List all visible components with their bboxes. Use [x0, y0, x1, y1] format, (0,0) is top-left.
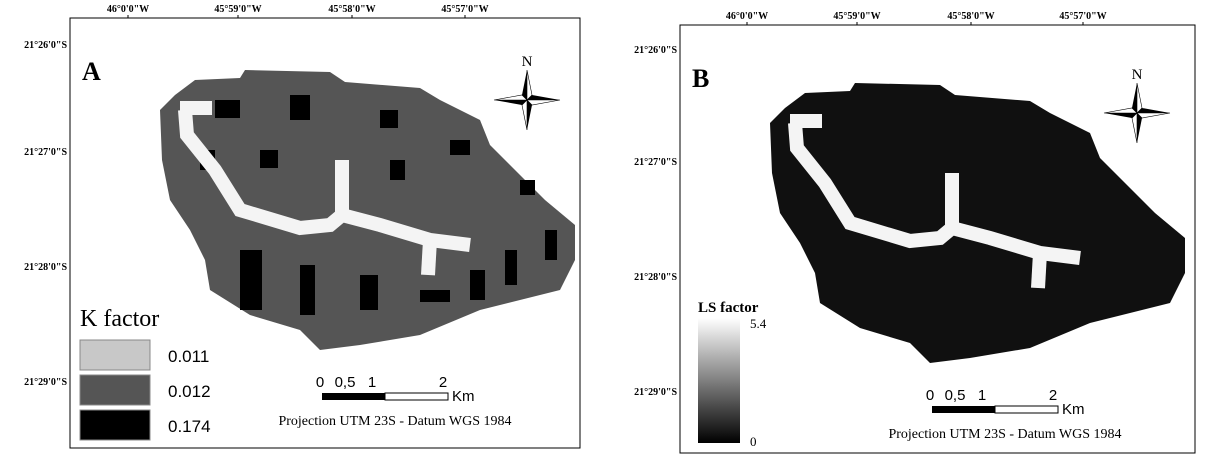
map-panel: 46°0'0"W 45°59'0"W 45°58'0"W 45°57'0"W 21°26…	[634, 11, 1195, 453]
projection-note: Projection UTM 23S - Datum WGS 1984	[278, 414, 511, 429]
scale-label: 1	[368, 374, 376, 391]
soil-patch	[545, 230, 557, 260]
scale-label: 0,5	[945, 387, 966, 404]
scale-label: 1	[978, 387, 986, 404]
scale-bar-white	[995, 406, 1058, 413]
soil-patch	[420, 290, 450, 302]
latitude-label: 21°27'0"S	[634, 157, 677, 168]
scale-unit: Km	[452, 388, 475, 405]
legend-swatch	[80, 375, 150, 405]
soil-patch	[470, 270, 485, 300]
page: {"panels": [ {"label": "A", "lon_labels"…	[0, 0, 1207, 454]
panel-letter: B	[692, 64, 709, 93]
longitude-label: 46°0'0"W	[726, 11, 768, 22]
legend-label: 0.174	[168, 417, 211, 436]
legend-min: 0	[750, 434, 757, 449]
scale-label: 0	[926, 387, 934, 404]
legend-label: 0.011	[168, 347, 209, 366]
north-label: N	[1132, 67, 1143, 83]
legend-ramp	[698, 318, 740, 443]
soil-patch	[215, 100, 240, 118]
longitude-label: 45°58'0"W	[328, 4, 375, 15]
figure: 46°0'0"W 45°59'0"W 45°58'0"W 45°57'0"W 21°26…	[0, 0, 1207, 454]
soil-patch	[290, 95, 310, 120]
soil-patch	[360, 275, 378, 310]
latitude-label: 21°29'0"S	[24, 377, 67, 388]
longitude-label: 45°59'0"W	[833, 11, 880, 22]
north-label: N	[522, 54, 533, 70]
soil-patch	[450, 140, 470, 155]
scale-bar-black	[322, 393, 385, 400]
latitude-label: 21°28'0"S	[634, 272, 677, 283]
soil-patch	[240, 250, 262, 310]
legend-title: LS factor	[698, 300, 759, 316]
scale-label: 0,5	[335, 374, 356, 391]
map-panel: 46°0'0"W 45°59'0"W 45°58'0"W 45°57'0"W 21°26…	[24, 4, 580, 448]
scale-label: 2	[439, 374, 447, 391]
longitude-label: 45°59'0"W	[214, 4, 261, 15]
longitude-label: 46°0'0"W	[107, 4, 149, 15]
legend-title: K factor	[80, 306, 159, 332]
legend-swatch	[80, 340, 150, 370]
projection-note: Projection UTM 23S - Datum WGS 1984	[888, 427, 1121, 442]
soil-patch	[505, 250, 517, 285]
soil-patch	[390, 160, 405, 180]
latitude-label: 21°27'0"S	[24, 147, 67, 158]
longitude-label: 45°58'0"W	[947, 11, 994, 22]
longitude-label: 45°57'0"W	[1059, 11, 1106, 22]
longitude-label: 45°57'0"W	[441, 4, 488, 15]
scale-bar-black	[932, 406, 995, 413]
latitude-label: 21°26'0"S	[634, 45, 677, 56]
latitude-label: 21°29'0"S	[634, 387, 677, 398]
soil-patch	[300, 265, 315, 315]
soil-patch	[380, 110, 398, 128]
panel-letter: A	[82, 57, 101, 86]
scale-bar-white	[385, 393, 448, 400]
legend-label: 0.012	[168, 382, 211, 401]
latitude-label: 21°28'0"S	[24, 262, 67, 273]
soil-patch	[260, 150, 278, 168]
latitude-label: 21°26'0"S	[24, 40, 67, 51]
river	[1038, 253, 1040, 288]
scale-unit: Km	[1062, 401, 1085, 418]
scale-label: 0	[316, 374, 324, 391]
legend-swatch	[80, 410, 150, 440]
scale-label: 2	[1049, 387, 1057, 404]
legend-max: 5.4	[750, 316, 767, 331]
soil-patch	[520, 180, 535, 195]
river	[428, 240, 430, 275]
